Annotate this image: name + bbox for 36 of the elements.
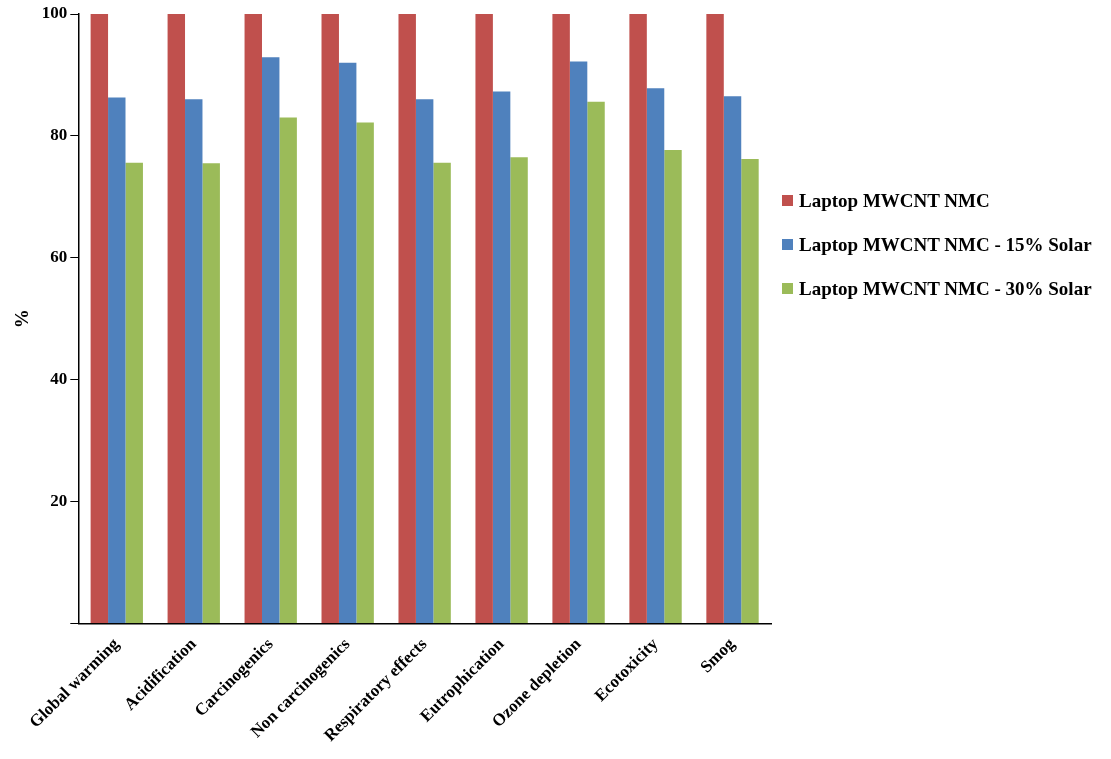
bar	[664, 149, 682, 623]
y-tick-label: 100	[41, 3, 68, 23]
bar	[261, 57, 280, 623]
bar	[415, 99, 434, 623]
bar	[629, 14, 647, 623]
bar	[552, 14, 570, 623]
y-tick-label: 80	[50, 125, 68, 145]
y-tick-label: 40	[50, 369, 68, 389]
y-tick-label: 60	[50, 247, 68, 267]
bar	[723, 96, 742, 623]
bar	[475, 14, 493, 623]
bar	[510, 157, 528, 623]
bar	[569, 61, 588, 623]
legend-label: Laptop MWCNT NMC	[799, 190, 990, 212]
legend-label: Laptop MWCNT NMC - 15% Solar	[799, 234, 1092, 256]
bar	[321, 14, 339, 623]
bar	[125, 162, 143, 623]
bar	[398, 14, 416, 623]
bar	[338, 62, 357, 623]
bar	[90, 14, 109, 623]
y-tick-label: 20	[50, 490, 68, 510]
legend-label: Laptop MWCNT NMC - 30% Solar	[799, 278, 1092, 300]
bar	[185, 99, 203, 623]
bar	[646, 88, 665, 623]
bar	[279, 117, 297, 623]
bar	[706, 14, 724, 623]
bar	[244, 14, 262, 623]
bar	[587, 101, 605, 623]
bar	[492, 91, 511, 623]
bar	[741, 159, 759, 623]
bar	[433, 162, 451, 623]
bar	[108, 97, 126, 623]
y-axis-title: %	[11, 309, 33, 329]
bar	[356, 122, 374, 623]
bar	[167, 14, 186, 623]
bar	[202, 163, 220, 623]
